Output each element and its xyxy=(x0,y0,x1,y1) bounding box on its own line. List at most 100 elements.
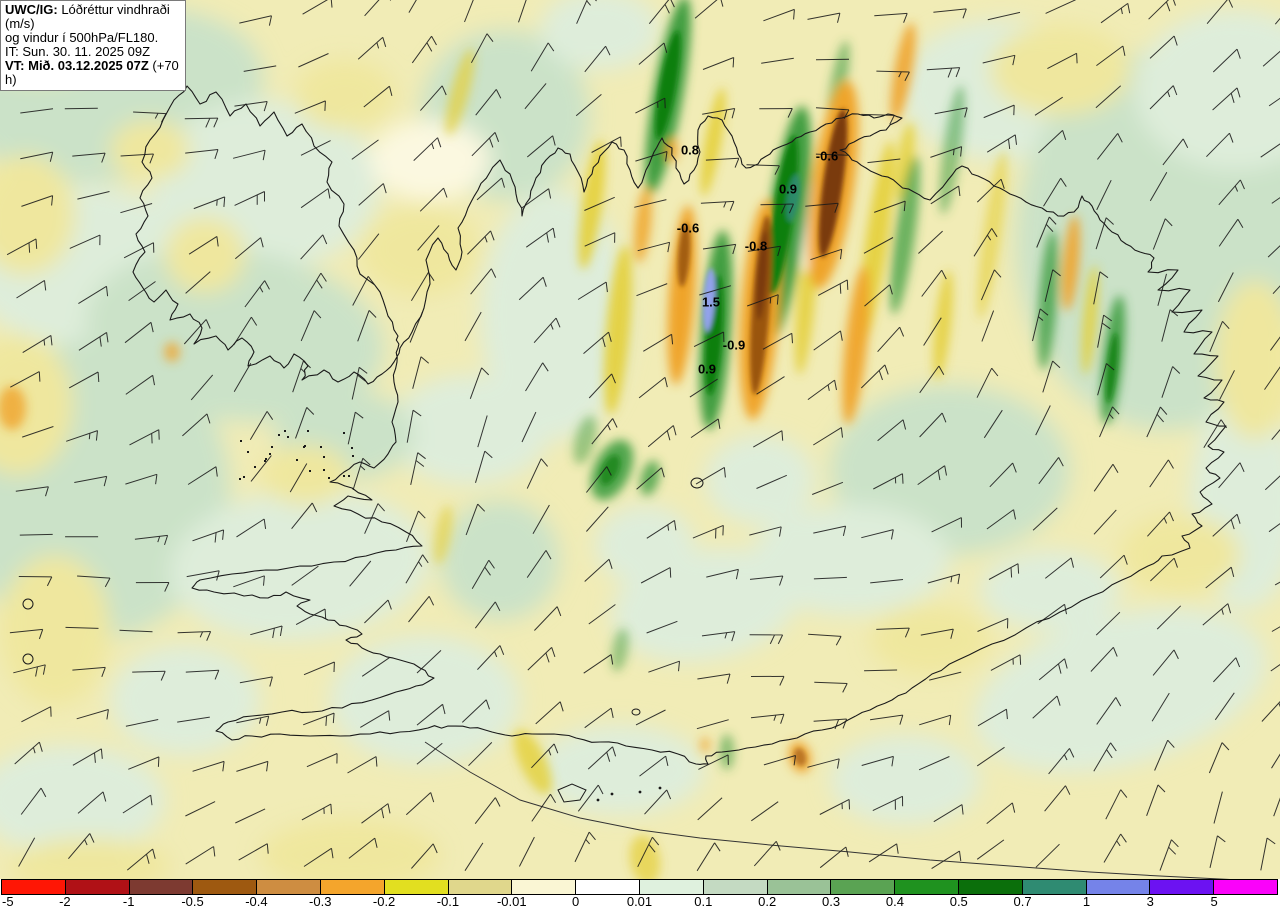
field-blob xyxy=(1135,10,1280,170)
wind-barb xyxy=(1272,285,1280,295)
colorbar-cells xyxy=(1,879,1278,895)
field-blob xyxy=(818,108,848,258)
wind-barb xyxy=(1150,557,1178,582)
colorbar-tick-label: -0.2 xyxy=(372,894,396,908)
contour-label: -0.8 xyxy=(745,238,767,253)
wind-barb xyxy=(303,661,335,676)
wind-barb xyxy=(877,419,907,442)
wind-barb xyxy=(128,756,160,770)
wind-barb xyxy=(193,196,226,210)
wind-barb xyxy=(417,225,440,251)
colorbar-cell--0.01 xyxy=(512,880,577,894)
wind-barb xyxy=(1212,87,1241,111)
wind-barb xyxy=(119,629,153,633)
wind-barb xyxy=(988,563,1020,580)
field-blob xyxy=(445,48,475,136)
field-blob xyxy=(0,335,73,475)
wind-barb xyxy=(302,0,333,15)
wind-barb xyxy=(1271,626,1280,632)
wind-barb xyxy=(1149,35,1178,59)
wind-barb xyxy=(477,645,505,670)
wind-barb xyxy=(1035,843,1060,868)
wind-barb xyxy=(1159,839,1179,871)
wind-barb xyxy=(636,467,665,490)
wind-barb xyxy=(18,837,36,867)
wind-barb xyxy=(976,178,1005,203)
wind-barb xyxy=(1037,603,1067,625)
wind-barb xyxy=(807,379,837,401)
wind-barb xyxy=(591,136,622,153)
wind-barb xyxy=(474,797,501,825)
wind-barb xyxy=(1146,406,1168,438)
wind-barb xyxy=(295,608,327,626)
wind-barb xyxy=(813,427,843,446)
wind-barb xyxy=(238,843,269,861)
title-line-2: og vindur í 500hPa/FL180. xyxy=(5,30,159,45)
wind-barb xyxy=(120,203,153,214)
field-blob xyxy=(390,375,550,485)
wind-barb xyxy=(467,230,495,255)
wind-barb xyxy=(1149,172,1168,202)
wind-barb xyxy=(361,657,390,677)
wind-barb xyxy=(1090,646,1118,672)
wind-barb xyxy=(1260,837,1276,871)
field-blob xyxy=(842,265,870,425)
wind-barb xyxy=(9,628,44,640)
wind-barb xyxy=(760,203,794,214)
wind-barb xyxy=(291,502,318,530)
wind-barb xyxy=(347,411,364,445)
wind-barb xyxy=(640,567,672,584)
wind-barb xyxy=(1218,218,1244,247)
field-blob xyxy=(980,550,1120,630)
wind-barb xyxy=(358,183,387,206)
wind-barb xyxy=(363,85,393,108)
field-blob xyxy=(440,500,560,620)
wind-barb xyxy=(234,237,264,260)
wind-barb xyxy=(249,411,274,441)
wind-barb xyxy=(700,200,735,211)
wind-barb xyxy=(591,418,618,445)
wind-barb xyxy=(1042,360,1061,393)
field-blob xyxy=(260,445,350,505)
wind-barb xyxy=(525,362,549,392)
wind-barb xyxy=(876,70,910,82)
field-blob xyxy=(433,505,453,565)
valid-time: VT: Mið. 03.12.2025 07Z xyxy=(5,58,149,73)
wind-barb xyxy=(989,462,1017,488)
wind-barb xyxy=(635,151,668,162)
field-blob xyxy=(611,628,629,672)
colorbar-tick-label: 0.01 xyxy=(626,894,653,908)
wind-barb xyxy=(410,272,435,301)
wind-barb xyxy=(289,463,308,493)
colorbar-cell-0.3 xyxy=(831,880,896,894)
wind-barb xyxy=(1154,739,1175,771)
wind-barb xyxy=(1271,429,1280,441)
colorbar-cell-5 xyxy=(1214,880,1277,894)
field-blob xyxy=(260,820,440,879)
wind-barb xyxy=(419,187,448,212)
contour-label: 0.9 xyxy=(779,181,797,196)
wind-barb xyxy=(20,151,54,162)
wind-barb xyxy=(1218,462,1245,489)
wind-barb xyxy=(746,164,780,175)
wind-barb xyxy=(412,356,430,389)
wind-barb xyxy=(300,188,331,209)
wind-barb xyxy=(749,575,784,586)
colorbar-tick-label: 1 xyxy=(1082,894,1091,908)
field-blob xyxy=(977,150,1007,320)
wind-barb xyxy=(183,319,211,345)
wind-barb xyxy=(521,188,552,209)
contour-label: -0.9 xyxy=(723,337,745,352)
wind-barb xyxy=(236,715,270,726)
contour-label: 0.8 xyxy=(681,142,699,157)
wind-barb xyxy=(981,310,995,342)
field-blob xyxy=(540,0,660,70)
wind-barb xyxy=(477,415,488,448)
wind-barb xyxy=(977,708,1008,727)
wind-barb xyxy=(13,664,46,677)
wind-barb xyxy=(638,377,668,399)
wind-barb xyxy=(763,8,795,22)
wind-barb xyxy=(235,808,266,824)
wind-barb xyxy=(1103,833,1127,863)
wind-barb xyxy=(357,310,377,342)
